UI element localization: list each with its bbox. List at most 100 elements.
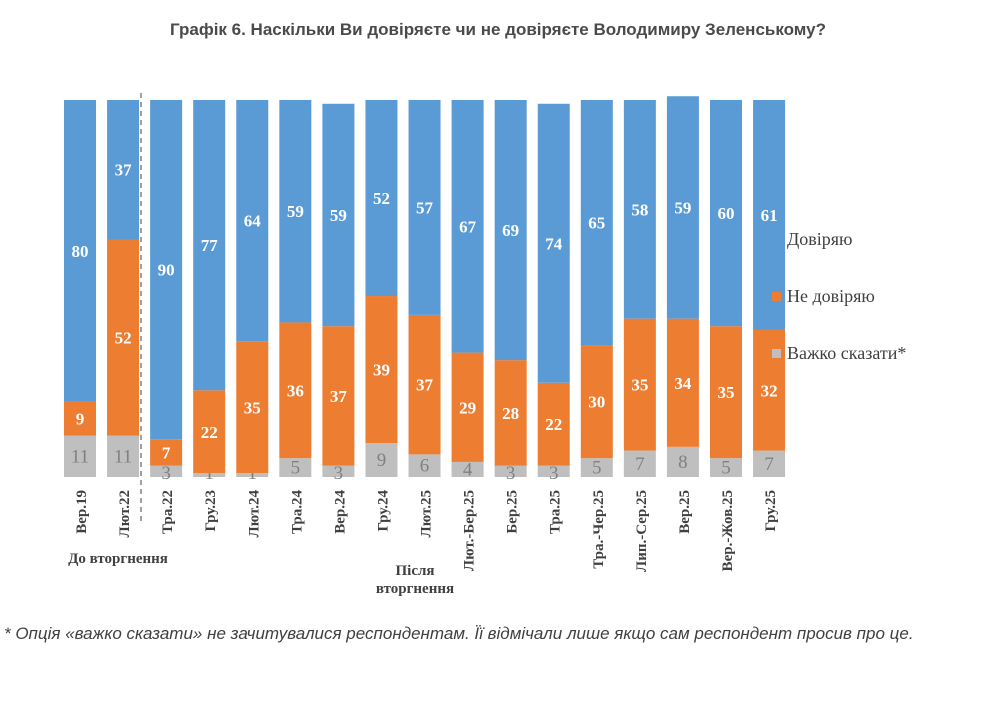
bar-segment: [494, 465, 527, 477]
bar-segment: [451, 461, 484, 477]
data-label: 64: [244, 212, 262, 231]
legend-swatch: [772, 292, 781, 301]
bar-segment: [64, 435, 96, 477]
data-label: 52: [115, 329, 132, 348]
data-label: 22: [545, 415, 562, 434]
data-label: 65: [588, 214, 605, 233]
data-label: 35: [718, 383, 735, 402]
bar-segment: [580, 100, 613, 346]
x-tick-label: Тра.24: [289, 490, 305, 535]
data-label: 3: [161, 463, 171, 484]
bar-segment: [236, 100, 269, 342]
bar-segment: [623, 318, 656, 451]
bar-segment: [236, 473, 269, 477]
bar-segment: [150, 439, 183, 466]
x-tick-label: Гру.24: [375, 490, 391, 532]
bar-segment: [753, 100, 786, 330]
bar-segment: [107, 239, 140, 436]
bar-segment: [537, 382, 570, 466]
data-label: 29: [459, 398, 476, 417]
x-tick-label: Гру.23: [203, 490, 219, 532]
bar-segment: [580, 458, 613, 477]
data-label: 3: [334, 463, 344, 484]
x-tick-label: Лют.-Бер.25: [462, 490, 478, 571]
bar-segment: [623, 100, 656, 319]
data-label: 9: [76, 410, 85, 429]
data-label: 80: [72, 242, 89, 261]
legend-label: Не довіряю: [787, 286, 875, 306]
bar-segment: [408, 314, 441, 455]
bar-segment: [150, 465, 183, 477]
data-label: 6: [420, 456, 430, 477]
bar-segment: [236, 341, 269, 474]
data-label: 37: [330, 387, 348, 406]
bar-segment: [537, 103, 570, 383]
chart-title: Графік 6. Наскільки Ви довіряєте чи не д…: [169, 20, 826, 39]
data-label: 7: [764, 454, 774, 475]
legend-swatch: [772, 349, 781, 358]
bar-segment: [107, 100, 140, 240]
data-label: 4: [463, 459, 473, 480]
x-tick-label: Тра.22: [160, 490, 176, 534]
x-tick-label: Тра.-Чер.25: [591, 490, 607, 569]
data-label: 52: [373, 189, 390, 208]
bar-segment: [710, 100, 742, 327]
data-label: 57: [416, 198, 434, 217]
bar-segment: [666, 96, 699, 319]
x-tick-label: Лют.22: [117, 490, 133, 537]
bar-segment: [193, 473, 226, 477]
bar-segment: [150, 100, 183, 440]
data-label: 11: [71, 446, 89, 467]
data-label: 77: [201, 236, 219, 255]
data-label: 34: [674, 374, 692, 393]
bar-segment: [107, 435, 140, 477]
bar-segment: [753, 450, 786, 477]
data-label: 37: [416, 376, 434, 395]
data-label: 74: [545, 234, 563, 253]
data-label: 3: [506, 463, 516, 484]
bar-segment: [322, 103, 355, 327]
bar-segment: [580, 345, 613, 459]
data-label: 61: [761, 206, 778, 225]
data-label: 1: [248, 463, 258, 484]
data-label: 7: [162, 443, 171, 462]
x-tick-label: Бер.25: [505, 490, 521, 534]
x-tick-label: Лип.-Сер.25: [634, 490, 650, 572]
data-label: 1: [204, 463, 214, 484]
x-tick-label: Гру.25: [763, 490, 779, 532]
data-label: 37: [115, 161, 133, 180]
x-tick-label: Вер.24: [332, 490, 348, 534]
group-label-after: Після вторгнення: [375, 563, 455, 597]
bar-segment: [64, 401, 96, 436]
data-label: 7: [635, 454, 645, 475]
x-tick-label: Вер.19: [74, 490, 90, 534]
legend-swatch: [772, 235, 781, 244]
legend-label: Довіряю: [787, 229, 853, 249]
data-label: 22: [201, 423, 218, 442]
bar-segment: [279, 322, 312, 459]
bar-segment: [623, 450, 656, 477]
data-label: 60: [718, 204, 735, 223]
data-label: 30: [588, 393, 605, 412]
bar-segment: [408, 100, 441, 315]
bar-segment: [710, 326, 742, 459]
bar-segment: [64, 100, 96, 402]
data-label: 9: [377, 450, 387, 471]
bar-segment: [279, 458, 312, 477]
bar-segment: [494, 100, 527, 361]
x-tick-label: Вер.25: [677, 490, 693, 534]
bar-segment: [494, 360, 527, 466]
bar-segment: [322, 326, 355, 466]
bar-segment: [451, 352, 484, 462]
bar-segment: [666, 318, 699, 447]
bar-segment: [279, 100, 312, 323]
data-label: 39: [373, 361, 390, 380]
data-label: 3: [549, 463, 559, 484]
data-label: 28: [502, 404, 519, 423]
data-label: 5: [721, 458, 731, 479]
data-label: 59: [330, 206, 347, 225]
bar-segment: [193, 390, 226, 474]
data-label: 58: [631, 200, 648, 219]
bar-segment: [710, 458, 742, 477]
